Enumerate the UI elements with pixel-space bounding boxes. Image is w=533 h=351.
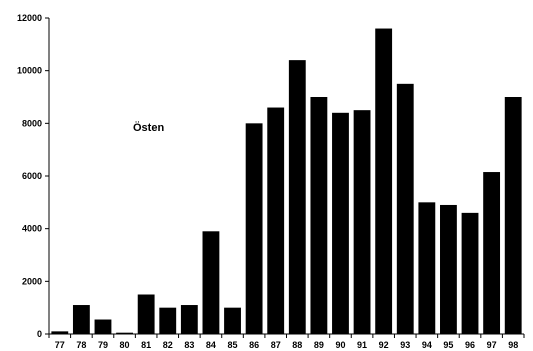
bar-94 (418, 202, 436, 334)
bar-83 (180, 305, 198, 334)
x-tick-label-83: 83 (184, 340, 194, 350)
x-tick-label-85: 85 (228, 340, 238, 350)
bar-77 (51, 331, 69, 334)
bar-85 (224, 307, 241, 334)
x-tick-label-81: 81 (141, 340, 151, 350)
y-tick-label: 2000 (22, 276, 42, 286)
x-tick-label-92: 92 (379, 340, 389, 350)
x-tick-label-98: 98 (508, 340, 518, 350)
chart-annotation: Östen (133, 121, 164, 134)
x-tick-label-89: 89 (314, 340, 324, 350)
bar-87 (267, 107, 285, 335)
y-tick-label: 10000 (17, 66, 42, 76)
x-tick-label-96: 96 (465, 340, 475, 350)
bar-98 (504, 97, 522, 334)
x-tick-label-79: 79 (98, 340, 108, 350)
x-tick-label-77: 77 (55, 340, 65, 350)
y-tick-label: 0 (37, 329, 42, 339)
x-tick-label-78: 78 (76, 340, 86, 350)
x-tick-label-86: 86 (249, 340, 259, 350)
y-tick-label: 12000 (17, 13, 42, 23)
bar-92 (375, 28, 393, 335)
bar-95 (440, 204, 457, 334)
x-tick-label-95: 95 (443, 340, 453, 350)
x-tick-label-93: 93 (400, 340, 410, 350)
y-tick-label: 6000 (22, 171, 42, 181)
x-tick-label-84: 84 (206, 340, 216, 350)
bar-80 (116, 332, 133, 334)
bar-79 (94, 319, 112, 334)
bar-93 (396, 83, 414, 334)
y-axis-ticks: 0 2000 4000 6000 8000 10000 12000 (17, 13, 49, 339)
x-tick-label-97: 97 (487, 340, 497, 350)
bar-series (51, 28, 522, 335)
bar-90 (332, 112, 349, 334)
bar-82 (159, 307, 177, 334)
x-tick-label-82: 82 (163, 340, 173, 350)
bar-91 (353, 110, 371, 335)
bar-78 (72, 305, 90, 334)
bar-81 (137, 294, 155, 334)
y-tick-label: 8000 (22, 118, 42, 128)
bar-88 (288, 60, 306, 335)
bar-96 (461, 212, 479, 334)
x-tick-label-87: 87 (271, 340, 281, 350)
bar-86 (245, 123, 263, 334)
x-tick-label-91: 91 (357, 340, 367, 350)
bar-84 (202, 231, 220, 334)
bar-89 (310, 97, 328, 334)
x-tick-label-88: 88 (292, 340, 302, 350)
x-axis-ticks: 77 78 79 80 81 82 83 84 85 86 87 88 89 90 91 92 93 94 95 96… (48, 334, 525, 350)
x-tick-label-94: 94 (422, 340, 432, 350)
bar-97 (483, 172, 501, 334)
x-tick-label-90: 90 (335, 340, 345, 350)
x-tick-label-80: 80 (120, 340, 130, 350)
y-tick-label: 4000 (22, 224, 42, 234)
